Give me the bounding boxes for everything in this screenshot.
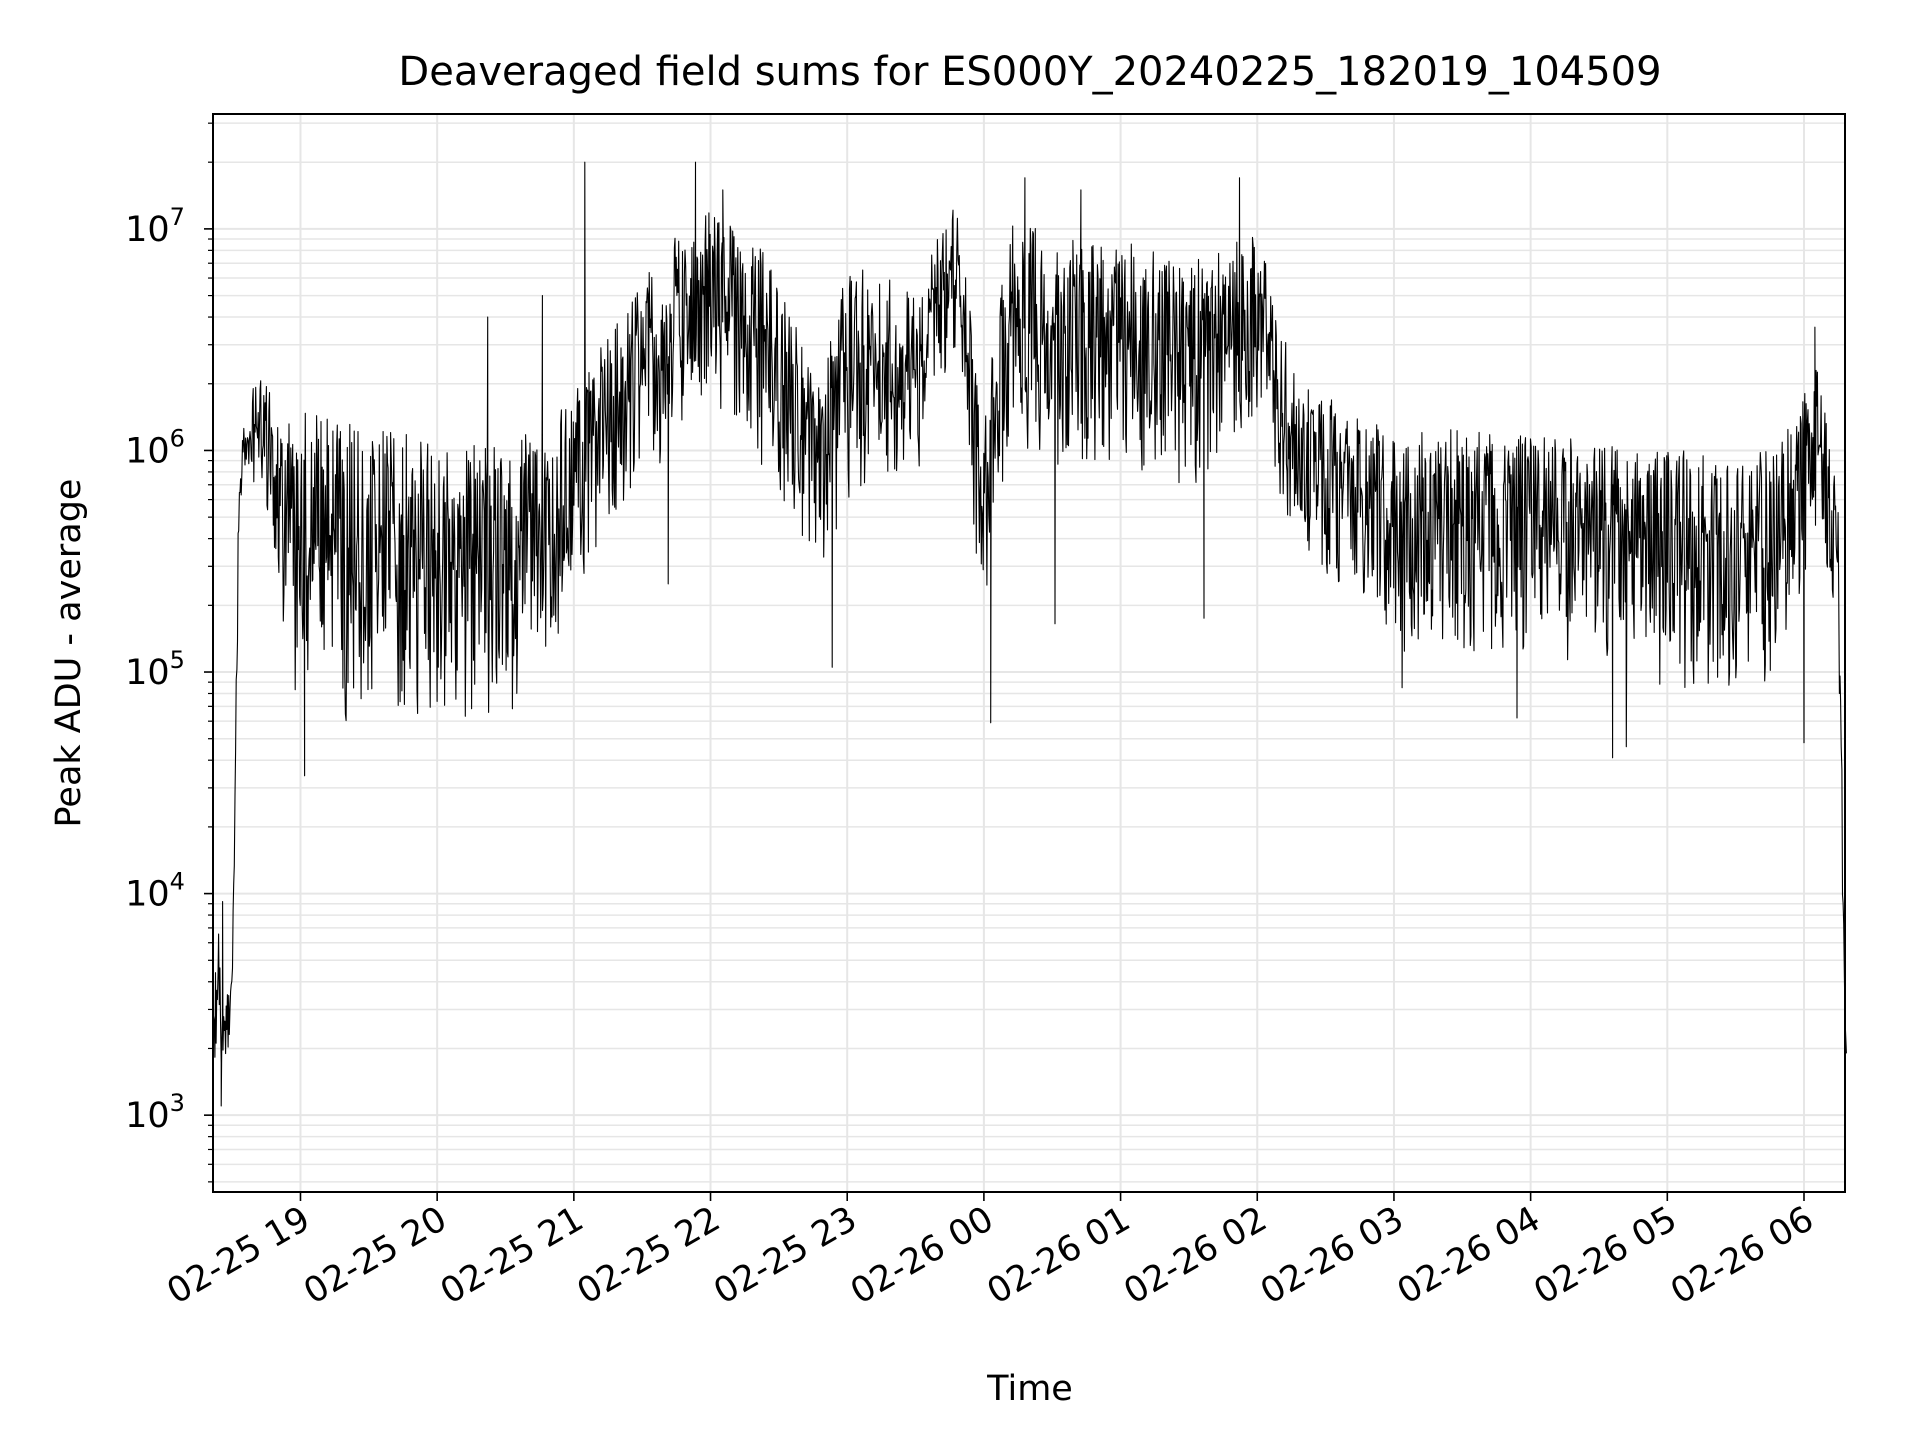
- y-tick-label: 106: [125, 424, 185, 471]
- x-axis-label: Time: [986, 1369, 1073, 1409]
- plot-area: [212, 113, 1847, 1193]
- y-tick-label: 105: [125, 646, 185, 693]
- y-axis-label: Peak ADU - average: [49, 479, 89, 828]
- chart-title: Deaveraged field sums for ES000Y_2024022…: [398, 49, 1661, 95]
- y-tick-label: 107: [125, 203, 185, 250]
- data-series: [212, 161, 1847, 1107]
- plot-frame: [212, 113, 1846, 1193]
- y-tick-label: 103: [125, 1089, 185, 1136]
- y-axis: 103 104 105 106 107: [125, 122, 213, 1183]
- series-line: [212, 161, 1847, 1107]
- y-tick-label: 104: [125, 868, 185, 915]
- grid-major: [213, 114, 1845, 1192]
- grid-minor: [213, 122, 1845, 1183]
